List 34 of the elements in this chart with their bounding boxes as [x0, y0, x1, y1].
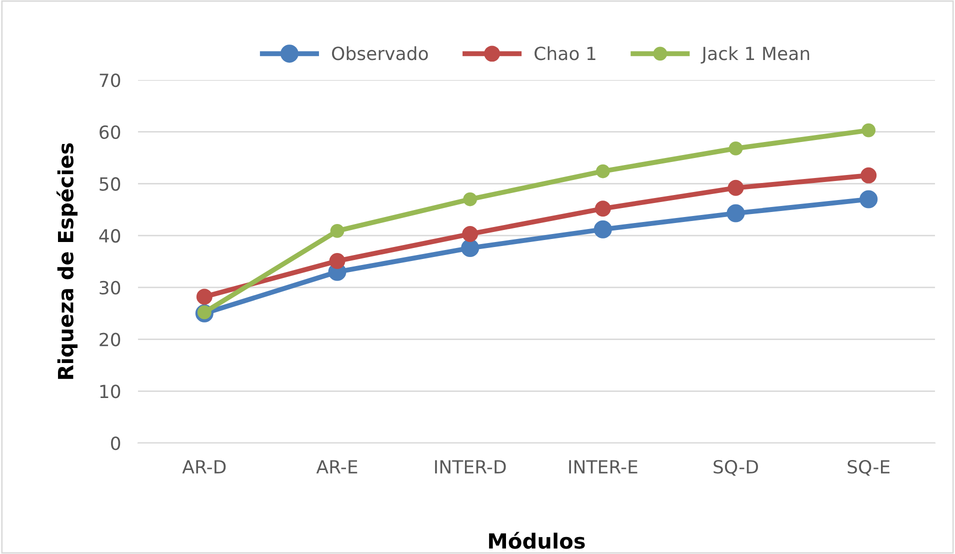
- x-axis-title: Módulos: [489, 532, 585, 549]
- point: [330, 224, 344, 238]
- y-tick-label: 70: [100, 73, 120, 88]
- y-tick-label: 0: [111, 436, 120, 450]
- point: [329, 252, 346, 269]
- point: [726, 204, 745, 222]
- point: [594, 200, 611, 217]
- y-tick-label: 10: [100, 384, 120, 398]
- point: [594, 220, 612, 238]
- point: [860, 190, 878, 208]
- point: [196, 288, 212, 305]
- x-tick-label: AR-E: [316, 460, 358, 474]
- point: [463, 192, 478, 206]
- y-tick-label: 30: [100, 280, 120, 295]
- legend-label: Chao 1: [534, 46, 596, 60]
- x-tick-label: INTER-D: [435, 460, 506, 474]
- y-tick-label: 60: [100, 125, 120, 139]
- y-tick-label: 40: [99, 229, 120, 243]
- x-tick-label: SQ-D: [714, 460, 758, 476]
- y-tick-label: 50: [100, 177, 120, 191]
- point: [728, 142, 743, 156]
- y-axis-title: Riqueza de Espécies: [56, 143, 78, 379]
- point: [862, 123, 876, 138]
- legend-label: Jack 1 Mean: [700, 46, 810, 64]
- y-tick-label: 20: [100, 332, 120, 346]
- legend-label: Observado: [332, 46, 428, 60]
- point: [461, 238, 480, 258]
- point: [596, 164, 610, 178]
- x-tick-label: AR-D: [182, 460, 226, 474]
- x-tick-label: SQ-E: [848, 460, 890, 476]
- point: [462, 226, 478, 242]
- point: [860, 167, 877, 184]
- point: [728, 180, 744, 196]
- x-tick-label: INTER-E: [569, 460, 638, 474]
